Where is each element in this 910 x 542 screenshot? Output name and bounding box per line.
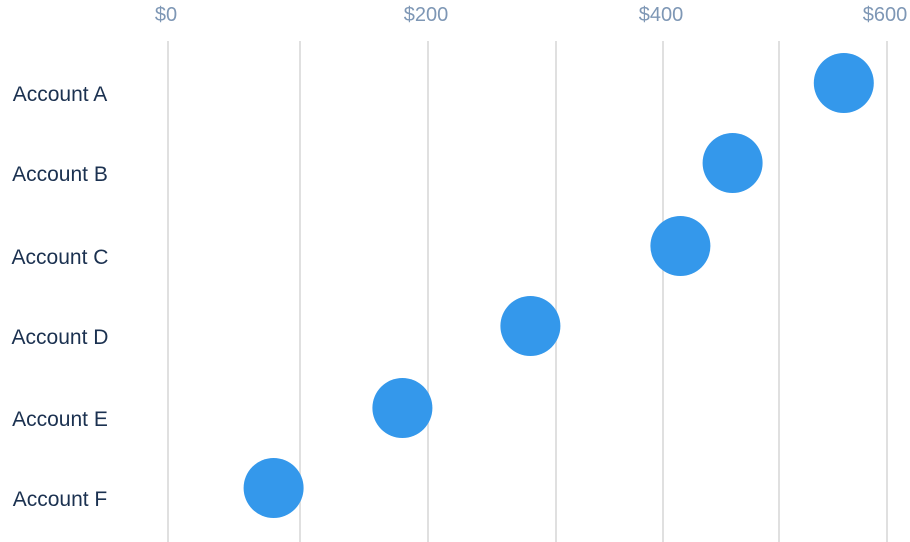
data-point: [500, 296, 561, 356]
data-point: [243, 458, 304, 518]
category-label: Account D: [12, 326, 109, 349]
category-label: Account E: [12, 408, 108, 431]
category-label: Account B: [12, 163, 108, 186]
category-label: Account C: [12, 246, 109, 269]
data-point: [813, 53, 874, 113]
data-point: [702, 133, 763, 193]
x-tick-label: $200: [404, 4, 449, 26]
category-label: Account A: [13, 83, 108, 106]
category-label: Account F: [13, 488, 108, 511]
x-tick-label: $600: [863, 4, 908, 26]
data-point: [650, 216, 711, 276]
x-tick-label: $0: [155, 4, 177, 26]
data-point: [372, 378, 433, 438]
x-tick-label: $400: [639, 4, 684, 26]
